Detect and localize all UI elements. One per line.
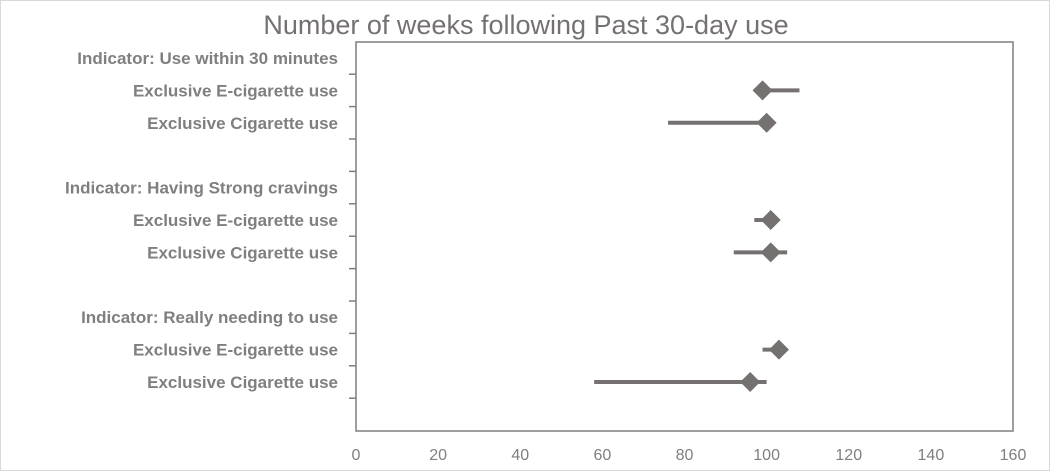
group-label: Exclusive E-cigarette use (133, 341, 338, 360)
x-tick-label: 0 (352, 447, 361, 464)
x-tick-label: 20 (429, 447, 447, 464)
estimate-marker (756, 112, 777, 133)
row-labels: Indicator: Use within 30 minutes Exclusiv… (65, 49, 338, 392)
indicator-label: Indicator: Really needing to use (81, 308, 338, 327)
indicator-label: Indicator: Having Strong cravings (65, 179, 338, 198)
estimate-marker (768, 339, 789, 360)
y-axis-ticks (349, 73, 356, 399)
x-tick-label: 40 (511, 447, 529, 464)
x-tick-label: 80 (676, 447, 694, 464)
group-label: Exclusive E-cigarette use (133, 211, 338, 230)
indicator-label: Indicator: Use within 30 minutes (77, 49, 338, 68)
group-label: Exclusive Cigarette use (147, 114, 338, 133)
group-label: Exclusive Cigarette use (147, 243, 338, 262)
estimate-marker (760, 242, 781, 263)
x-tick-label: 160 (1000, 447, 1027, 464)
estimate-marker (752, 80, 773, 101)
estimate-markers (740, 80, 789, 392)
x-tick-label: 140 (918, 447, 945, 464)
plot-area (355, 41, 1014, 432)
confidence-intervals (594, 88, 800, 384)
x-tick-label: 60 (593, 447, 611, 464)
x-tick-label: 100 (753, 447, 780, 464)
x-tick-label: 120 (835, 447, 862, 464)
x-axis-ticks: 0 20 40 60 80 100 120 140 160 (352, 447, 1027, 464)
estimate-marker (740, 372, 761, 392)
estimate-marker (760, 210, 781, 230)
chart-title: Number of weeks following Past 30-day us… (263, 10, 788, 40)
group-label: Exclusive E-cigarette use (133, 81, 338, 100)
group-label: Exclusive Cigarette use (147, 373, 338, 392)
